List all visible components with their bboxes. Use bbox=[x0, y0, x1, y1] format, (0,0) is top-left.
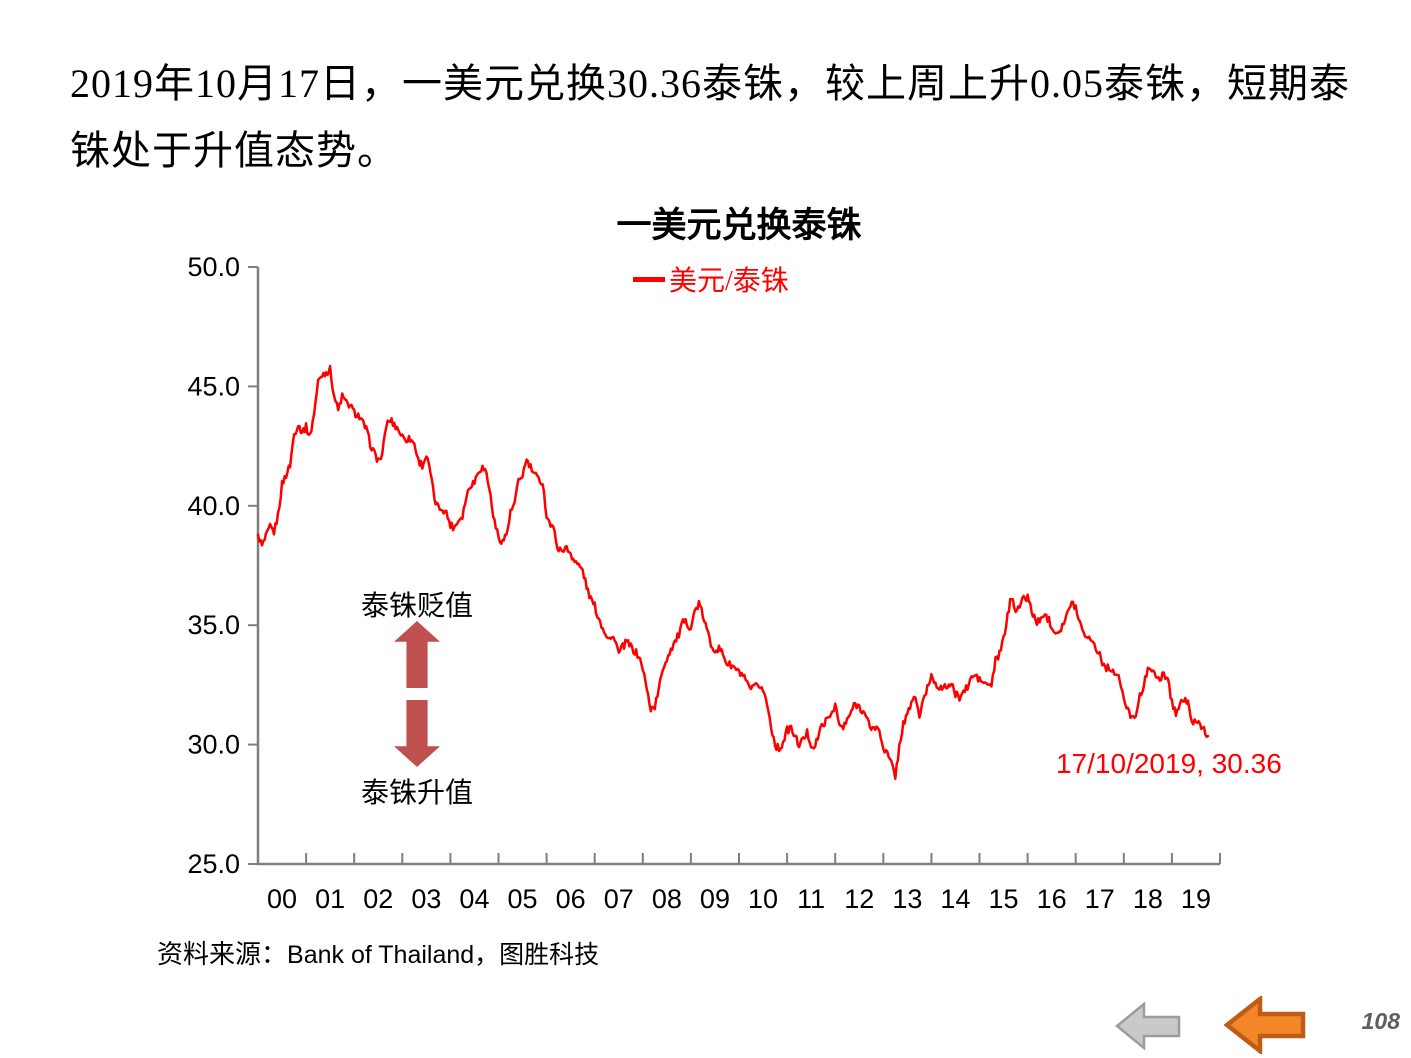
y-tick-label: 50.0 bbox=[187, 252, 240, 282]
last-point-label: 17/10/2019, 30.36 bbox=[1056, 748, 1282, 779]
x-tick-label: 12 bbox=[844, 884, 874, 914]
left-arrow-icon[interactable] bbox=[1115, 1002, 1181, 1050]
page-number: 108 bbox=[1361, 1008, 1400, 1034]
legend-line-marker-icon bbox=[633, 276, 665, 282]
x-tick-label: 14 bbox=[940, 884, 970, 914]
x-tick-label: 03 bbox=[411, 884, 441, 914]
y-tick-label: 35.0 bbox=[187, 610, 240, 640]
chart-title: 一美元兑换泰铢 bbox=[616, 206, 862, 245]
x-tick-label: 11 bbox=[797, 884, 825, 914]
source-prefix: 资料来源： bbox=[157, 940, 288, 969]
source-text: Bank of Thailand，图胜科技 bbox=[287, 941, 600, 969]
y-tick-label: 30.0 bbox=[187, 730, 240, 760]
x-tick-label: 06 bbox=[556, 884, 586, 914]
nav-back-orange-button[interactable] bbox=[1224, 996, 1306, 1054]
left-arrow-icon[interactable] bbox=[1224, 996, 1306, 1054]
x-tick-label: 17 bbox=[1085, 884, 1115, 914]
y-tick-label: 40.0 bbox=[187, 491, 240, 521]
y-tick-label: 25.0 bbox=[187, 849, 240, 879]
x-tick-label: 16 bbox=[1037, 884, 1067, 914]
chart-legend: 美元/泰铢 bbox=[633, 262, 789, 297]
nav-back-gray-button[interactable] bbox=[1115, 1002, 1181, 1050]
depreciation-annotation-label: 泰铢贬值 bbox=[360, 591, 473, 622]
x-tick-label: 09 bbox=[700, 884, 730, 914]
x-tick-label: 15 bbox=[989, 884, 1019, 914]
x-tick-label: 07 bbox=[604, 884, 634, 914]
x-tick-label: 10 bbox=[748, 884, 778, 914]
x-tick-label: 08 bbox=[652, 884, 682, 914]
rate-line bbox=[256, 364, 1210, 781]
x-tick-label: 01 bbox=[315, 884, 345, 914]
x-tick-label: 00 bbox=[267, 884, 297, 914]
down-arrow-icon bbox=[394, 700, 440, 767]
up-arrow-icon bbox=[394, 621, 440, 688]
x-tick-label: 02 bbox=[363, 884, 393, 914]
source-note: 资料来源：Bank of Thailand，图胜科技 bbox=[157, 934, 599, 971]
x-tick-label: 18 bbox=[1133, 884, 1163, 914]
x-tick-label: 05 bbox=[508, 884, 538, 914]
x-tick-label: 19 bbox=[1181, 884, 1211, 914]
y-tick-label: 45.0 bbox=[187, 371, 240, 401]
x-tick-label: 04 bbox=[459, 884, 489, 914]
intro-paragraph: 2019年10月17日，一美元兑换30.36泰铢，较上周上升0.05泰铢，短期泰… bbox=[70, 61, 1350, 173]
x-tick-label: 13 bbox=[892, 884, 922, 914]
legend-label: 美元/泰铢 bbox=[669, 266, 789, 297]
appreciation-annotation-label: 泰铢升值 bbox=[360, 778, 473, 809]
